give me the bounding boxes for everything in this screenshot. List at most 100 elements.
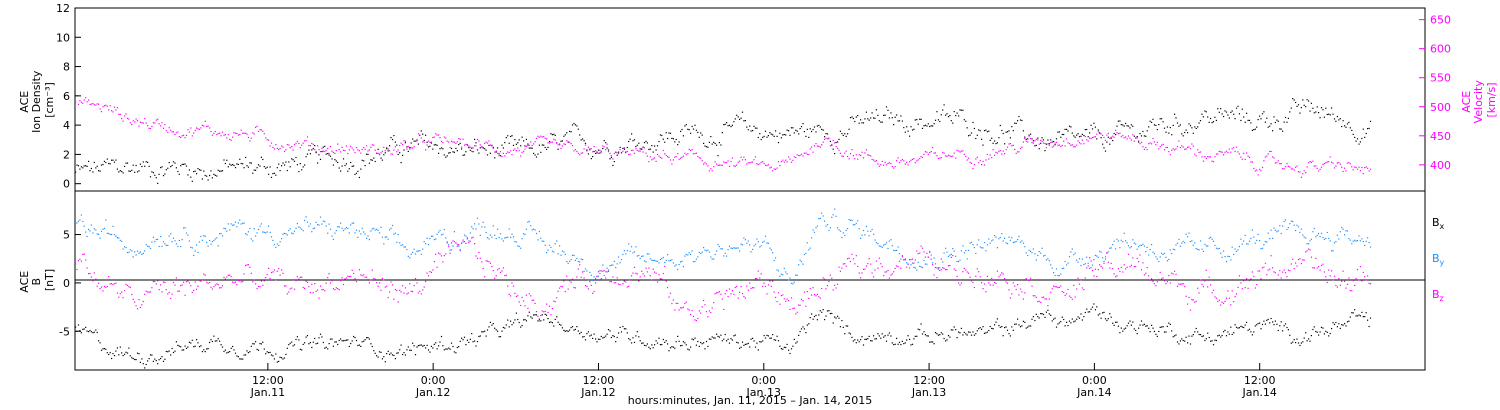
data-point-s2 xyxy=(1002,273,1004,275)
data-point-s1 xyxy=(132,256,134,258)
data-point-s1 xyxy=(705,163,708,165)
data-point-s1 xyxy=(298,226,300,228)
data-point-s1 xyxy=(708,251,710,253)
data-point-s0 xyxy=(113,355,116,357)
data-point-s0 xyxy=(489,152,491,154)
data-point-s1 xyxy=(132,120,134,122)
data-point-s1 xyxy=(616,263,618,265)
data-point-s0 xyxy=(1212,344,1215,346)
data-point-s1 xyxy=(1228,256,1230,258)
data-point-s0 xyxy=(1280,321,1282,323)
data-point-s1 xyxy=(350,224,352,226)
data-point-s1 xyxy=(1175,244,1177,246)
data-point-s0 xyxy=(337,161,339,164)
data-point-s0 xyxy=(868,119,870,121)
data-point-s2 xyxy=(471,237,473,239)
data-point-s1 xyxy=(1323,238,1325,240)
data-point-s1 xyxy=(96,103,98,105)
data-point-s0 xyxy=(358,176,360,179)
data-point-s1 xyxy=(298,142,300,144)
data-point-s2 xyxy=(409,283,411,285)
data-point-s1 xyxy=(181,135,183,137)
data-point-s0 xyxy=(219,340,221,342)
data-point-s0 xyxy=(1161,326,1163,328)
data-point-s1 xyxy=(1081,139,1083,141)
data-point-s1 xyxy=(497,228,499,230)
data-point-s1 xyxy=(386,236,388,238)
data-point-s0 xyxy=(780,137,782,139)
data-point-s1 xyxy=(520,155,522,157)
data-point-s1 xyxy=(973,247,975,249)
data-point-s0 xyxy=(1188,335,1190,337)
data-point-s0 xyxy=(305,336,307,338)
data-point-s2 xyxy=(672,299,674,301)
data-point-s1 xyxy=(384,150,386,152)
data-point-s2 xyxy=(126,284,129,286)
data-point-s0 xyxy=(1318,112,1320,114)
data-point-s2 xyxy=(731,290,733,292)
data-point-s1 xyxy=(566,140,568,142)
data-point-s1 xyxy=(841,236,843,239)
data-point-s2 xyxy=(1297,259,1300,261)
data-point-s1 xyxy=(471,150,473,152)
data-point-s1 xyxy=(376,228,378,230)
data-point-s1 xyxy=(1365,240,1367,242)
data-point-s1 xyxy=(433,136,435,138)
data-point-s0 xyxy=(1031,138,1033,140)
data-point-s1 xyxy=(1089,267,1091,270)
data-point-s0 xyxy=(178,345,180,347)
data-point-s0 xyxy=(512,144,515,146)
data-point-s0 xyxy=(680,130,682,132)
data-point-s0 xyxy=(1223,331,1225,333)
data-point-s1 xyxy=(656,260,659,262)
data-point-s0 xyxy=(998,137,1000,139)
data-point-s0 xyxy=(324,145,326,147)
data-point-s1 xyxy=(1296,224,1298,226)
data-point-s2 xyxy=(1309,249,1311,251)
data-point-s1 xyxy=(1338,161,1340,164)
data-point-s1 xyxy=(803,152,805,154)
data-point-s0 xyxy=(808,323,810,325)
data-point-s1 xyxy=(904,163,906,165)
data-point-s0 xyxy=(940,332,942,334)
data-point-s1 xyxy=(985,250,987,252)
data-point-s1 xyxy=(913,158,915,160)
data-point-s1 xyxy=(446,242,448,244)
data-point-s2 xyxy=(1042,296,1045,298)
data-point-s0 xyxy=(1022,320,1024,322)
data-point-s0 xyxy=(528,147,530,149)
data-point-s1 xyxy=(835,215,837,217)
data-point-s2 xyxy=(347,275,349,277)
data-point-s1 xyxy=(527,143,529,145)
legend-item-y: By xyxy=(1432,252,1445,267)
data-point-s2 xyxy=(662,272,664,275)
data-point-s0 xyxy=(910,126,912,128)
data-point-s0 xyxy=(410,142,412,144)
data-point-s2 xyxy=(440,255,443,257)
data-point-s0 xyxy=(1191,335,1193,337)
data-point-s1 xyxy=(1047,258,1049,260)
data-point-s1 xyxy=(1152,137,1154,140)
data-point-s2 xyxy=(100,286,103,288)
data-point-s1 xyxy=(485,141,487,143)
data-point-s1 xyxy=(589,271,591,273)
data-point-s1 xyxy=(764,164,767,166)
data-point-s2 xyxy=(921,247,924,249)
data-point-s0 xyxy=(171,347,173,350)
data-point-s2 xyxy=(754,278,757,280)
data-point-s2 xyxy=(93,272,95,274)
data-point-s2 xyxy=(1269,268,1271,270)
data-point-s1 xyxy=(631,246,633,248)
data-point-s1 xyxy=(417,133,419,135)
data-point-s0 xyxy=(263,348,265,350)
data-point-s1 xyxy=(314,227,316,229)
data-point-s1 xyxy=(443,228,445,231)
data-point-s2 xyxy=(135,305,137,307)
data-point-s1 xyxy=(687,153,689,155)
data-point-s2 xyxy=(1005,281,1007,283)
data-point-s2 xyxy=(609,281,611,283)
data-point-s1 xyxy=(936,155,938,157)
data-point-s0 xyxy=(599,338,601,340)
data-point-s1 xyxy=(174,133,176,135)
